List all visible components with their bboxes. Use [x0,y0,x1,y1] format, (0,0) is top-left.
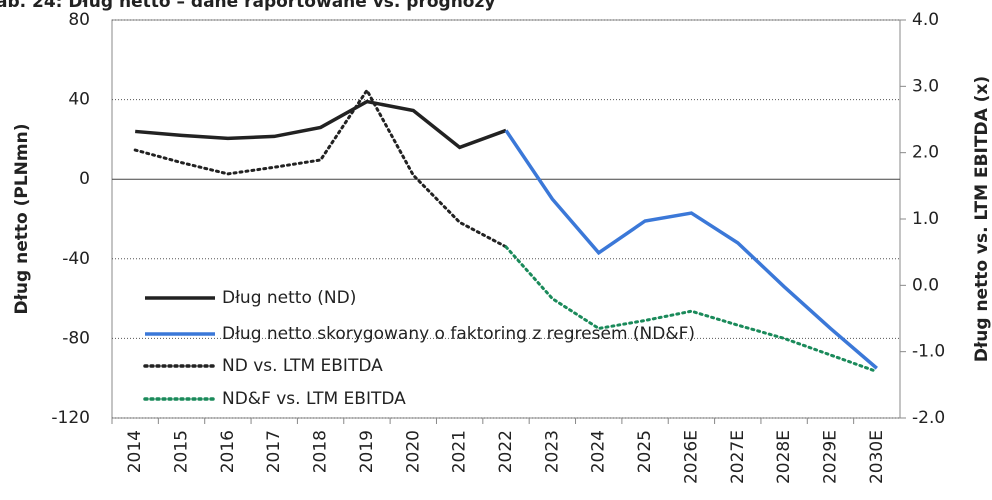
x-tick-label: 2015 [172,430,192,473]
x-tick-label: 2026E [681,430,701,484]
chart-title: ab. 24: Dług netto – dane raportowane vs… [0,0,495,12]
legend-label: Dług netto skorygowany o faktoring z reg… [222,324,695,344]
y2-tick-label: -1.0 [912,342,945,362]
y-tick-label: 80 [68,10,90,30]
x-tick-label: 2018 [311,430,331,473]
series-line [133,87,508,249]
x-tick-label: 2025 [635,430,655,473]
x-tick-label: 2019 [357,430,377,473]
legend-label: ND&F vs. LTM EBITDA [222,389,406,409]
y-tick-label: 0 [79,169,90,189]
y2-tick-label: 1.0 [912,209,939,229]
x-tick-label: 2017 [264,430,284,473]
x-tick-label: 2022 [496,430,516,473]
y2-tick-label: 0.0 [912,275,939,295]
x-tick-label: 2029E [820,430,840,484]
x-tick-label: 2020 [403,430,423,473]
y-tick-label: -80 [62,328,90,348]
x-tick-label: 2016 [218,430,238,473]
y-tick-label: -120 [51,408,90,428]
y2-tick-label: 4.0 [912,10,939,30]
x-tick-label: 2027E [728,430,748,484]
y-tick-label: -40 [62,249,90,269]
x-tick-label: 2028E [774,430,794,484]
y-tick-label: 40 [68,90,90,110]
x-tick-label: 2021 [450,430,470,473]
x-tick-label: 2023 [542,430,562,473]
series-line [504,245,879,374]
y2-tick-label: 2.0 [912,143,939,163]
legend-label: ND vs. LTM EBITDA [222,356,383,376]
y2-tick-label: -2.0 [912,408,945,428]
x-tick-label: 2030E [867,430,887,484]
y-axis-label: Dług netto (PLNmn) [12,124,32,315]
y2-tick-label: 3.0 [912,76,939,96]
x-tick-label: 2014 [125,430,145,473]
series-line [135,99,507,150]
legend-label: Dług netto (ND) [222,288,356,308]
series-line [504,129,878,370]
y2-axis-label: Dług netto vs. LTM EBITDA (x) [972,76,992,362]
x-tick-label: 2024 [589,430,609,473]
